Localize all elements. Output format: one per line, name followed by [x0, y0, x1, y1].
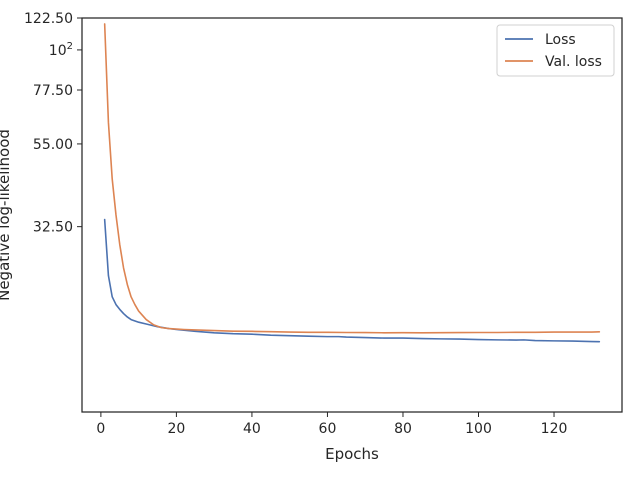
x-tick-label: 100	[465, 421, 492, 437]
legend-label-1: Val. loss	[545, 54, 602, 70]
series-line-0	[103, 218, 601, 343]
x-tick-label: 0	[96, 421, 105, 437]
y-tick-label-base: 10	[49, 43, 67, 59]
x-axis-ticks: 0 20 40 60 80 100 120	[96, 412, 567, 437]
y-tick-label-exponent: 2	[67, 41, 73, 52]
y-tick-label: 122.50	[24, 11, 73, 27]
legend: Loss Val. loss	[496, 24, 615, 77]
plot-series	[103, 23, 601, 343]
x-tick-label: 120	[541, 421, 568, 437]
y-axis-ticks: 32.50 55.00 77.50 102 122.50	[24, 11, 82, 236]
y-tick-label: 77.50	[33, 83, 73, 99]
x-tick-label: 20	[167, 421, 185, 437]
series-line-1	[103, 23, 601, 334]
x-tick-label: 80	[394, 421, 412, 437]
y-tick-label: 32.50	[33, 220, 73, 236]
plot-area-frame	[81, 17, 623, 413]
legend-label-0: Loss	[545, 32, 576, 48]
y-tick-label: 55.00	[33, 137, 73, 153]
legend-box	[496, 24, 615, 77]
x-tick-label: 40	[243, 421, 261, 437]
x-axis-label: Epochs	[325, 445, 379, 463]
y-tick-label: 102	[49, 41, 73, 59]
x-tick-label: 60	[319, 421, 337, 437]
y-axis-label: Negative log-likelihood	[0, 129, 13, 301]
